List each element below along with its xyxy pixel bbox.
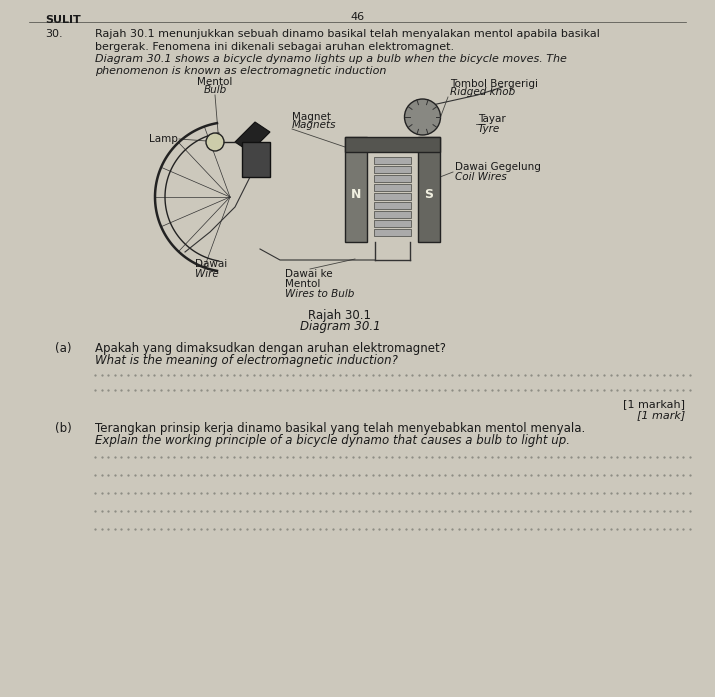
Text: Bulb: Bulb xyxy=(203,85,227,95)
Bar xyxy=(375,220,410,227)
Text: (b): (b) xyxy=(55,422,72,435)
Text: phenomenon is known as electromagnetic induction: phenomenon is known as electromagnetic i… xyxy=(95,66,386,76)
Text: Coil Wires: Coil Wires xyxy=(455,172,507,182)
Bar xyxy=(375,175,410,182)
Text: Apakah yang dimaksudkan dengan aruhan elektromagnet?: Apakah yang dimaksudkan dengan aruhan el… xyxy=(95,342,446,355)
Bar xyxy=(375,193,410,200)
Bar xyxy=(345,137,367,242)
Text: Magnet: Magnet xyxy=(292,112,331,122)
Circle shape xyxy=(405,99,440,135)
Bar xyxy=(375,166,410,173)
Bar xyxy=(375,157,410,164)
Text: Tyre: Tyre xyxy=(478,124,500,134)
Text: Mentol: Mentol xyxy=(285,279,320,289)
Text: bergerak. Fenomena ini dikenali sebagai aruhan elektromagnet.: bergerak. Fenomena ini dikenali sebagai … xyxy=(95,42,454,52)
Text: Tayar: Tayar xyxy=(478,114,506,124)
Text: Terangkan prinsip kerja dinamo basikal yang telah menyebabkan mentol menyala.: Terangkan prinsip kerja dinamo basikal y… xyxy=(95,422,586,435)
Text: [1 markah]: [1 markah] xyxy=(623,399,685,409)
Text: Dawai Gegelung: Dawai Gegelung xyxy=(455,162,541,172)
Text: Wires to Bulb: Wires to Bulb xyxy=(285,289,355,299)
Text: Magnets: Magnets xyxy=(292,120,337,130)
Bar xyxy=(242,142,270,177)
Text: Diagram 30.1: Diagram 30.1 xyxy=(300,320,380,333)
Text: S: S xyxy=(425,188,433,201)
Text: N: N xyxy=(351,188,361,201)
Text: Tombol Bergerigi: Tombol Bergerigi xyxy=(450,79,538,89)
Text: What is the meaning of electromagnetic induction?: What is the meaning of electromagnetic i… xyxy=(95,354,398,367)
Bar xyxy=(375,184,410,191)
Text: (a): (a) xyxy=(55,342,72,355)
Text: 46: 46 xyxy=(350,12,365,22)
Bar xyxy=(418,137,440,242)
Bar xyxy=(375,229,410,236)
Bar xyxy=(375,202,410,209)
Bar xyxy=(375,211,410,218)
Bar xyxy=(345,137,440,152)
Text: Mentol: Mentol xyxy=(197,77,232,87)
Text: Diagram 30.1 shows a bicycle dynamo lights up a bulb when the bicycle moves. The: Diagram 30.1 shows a bicycle dynamo ligh… xyxy=(95,54,567,64)
Text: Dawai: Dawai xyxy=(195,259,227,269)
Circle shape xyxy=(206,133,224,151)
Text: Explain the working principle of a bicycle dynamo that causes a bulb to light up: Explain the working principle of a bicyc… xyxy=(95,434,570,447)
Text: Lamp: Lamp xyxy=(149,134,178,144)
Text: SULIT: SULIT xyxy=(45,15,81,25)
Text: [1 mark]: [1 mark] xyxy=(637,410,685,420)
Text: Rajah 30.1: Rajah 30.1 xyxy=(308,309,372,322)
Polygon shape xyxy=(235,122,270,152)
Text: Rajah 30.1 menunjukkan sebuah dinamo basikal telah menyalakan mentol apabila bas: Rajah 30.1 menunjukkan sebuah dinamo bas… xyxy=(95,29,600,39)
Text: Wire: Wire xyxy=(195,269,219,279)
Text: 30.: 30. xyxy=(45,29,63,39)
Text: Ridged knob: Ridged knob xyxy=(450,87,516,97)
Text: Dawai ke: Dawai ke xyxy=(285,269,332,279)
